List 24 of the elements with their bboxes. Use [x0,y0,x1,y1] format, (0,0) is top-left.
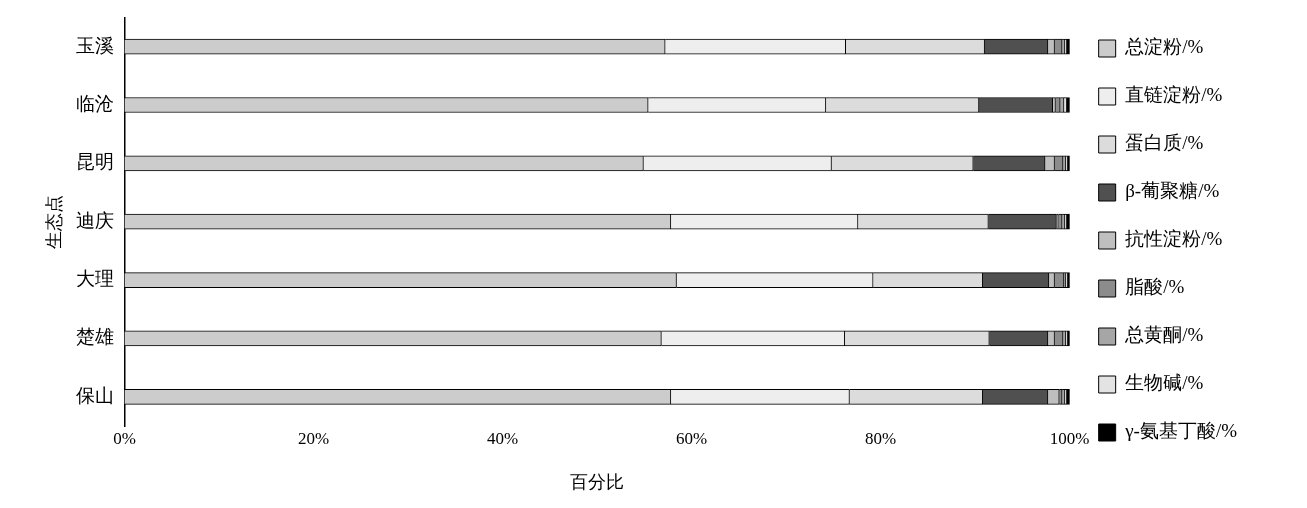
y-axis-title: 生态点 [43,194,64,249]
x-tick-label: 0% [113,428,136,448]
x-tick-label: 20% [298,428,330,448]
legend-label: 抗性淀粉/% [1125,228,1223,250]
x-tick-label: 40% [487,428,519,448]
legend-label: β-葡聚糖/% [1125,180,1220,202]
x-tick-label: 80% [865,428,897,448]
y-tick-label: 临沧 [75,92,114,114]
y-tick-label: 昆明 [75,151,114,173]
legend-label: 脂酸/% [1125,276,1185,298]
y-tick-label: 保山 [75,384,114,406]
legend-label: 总淀粉/% [1124,36,1204,58]
x-tick-label: 60% [676,428,708,448]
legend-label: 蛋白质/% [1125,132,1204,154]
y-tick-label: 玉溪 [75,34,114,56]
legend-label: 总黄酮/% [1124,324,1204,346]
legend-label: 直链淀粉/% [1125,84,1223,106]
x-tick-label: 100% [1049,428,1090,448]
legend-label: γ-氨基丁酸/% [1124,420,1238,442]
y-tick-label: 大理 [75,268,114,290]
y-tick-label: 迪庆 [75,209,114,231]
y-tick-label: 楚雄 [75,326,114,348]
legend-label: 生物碱/% [1125,372,1204,394]
x-axis-title: 百分比 [570,471,625,492]
